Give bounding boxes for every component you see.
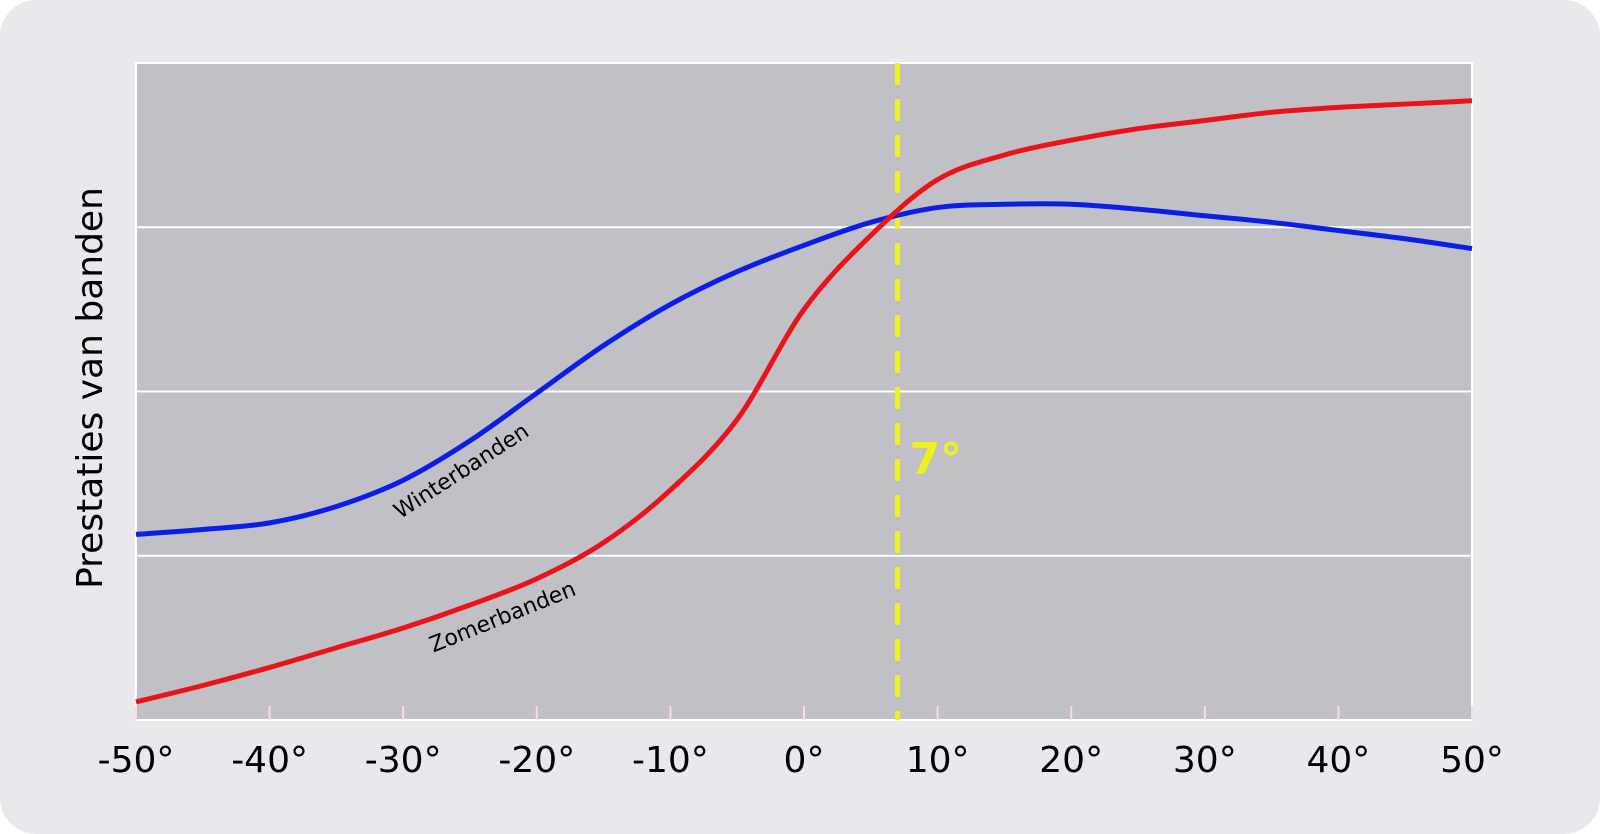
x-tick-label: -30°	[365, 740, 442, 781]
x-tick-label: -20°	[498, 740, 575, 781]
annotation-label: 7°	[910, 434, 963, 485]
x-tick-label: 0°	[784, 740, 825, 781]
x-tick-label: 10°	[906, 740, 970, 781]
x-tick-label: 20°	[1039, 740, 1103, 781]
y-axis-label: Prestaties van banden	[70, 187, 111, 589]
x-tick-label: 50°	[1440, 740, 1504, 781]
x-tick-label: 40°	[1306, 740, 1370, 781]
x-tick-label: -10°	[632, 740, 709, 781]
series-line	[135, 201, 1473, 537]
series-line	[135, 98, 1473, 705]
x-tick-label: -50°	[98, 740, 175, 781]
x-tick-label: -40°	[231, 740, 308, 781]
x-tick-label: 30°	[1173, 740, 1237, 781]
